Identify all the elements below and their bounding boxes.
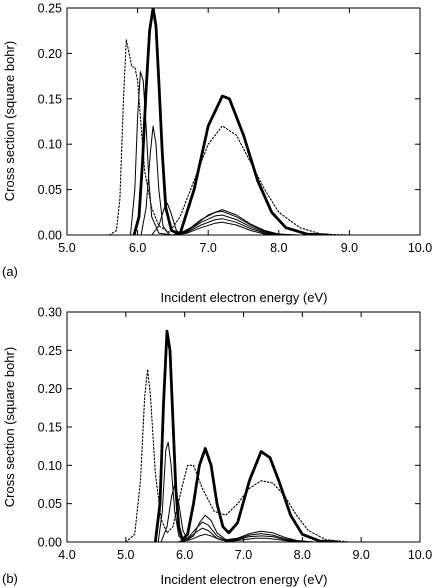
series-line-a-7: [172, 214, 287, 235]
series-line-a-1: [108, 39, 350, 235]
x-tick-label-b: 9.0: [352, 548, 369, 562]
series-line-b-1: [125, 368, 350, 542]
y-tick-label-b: 0.30: [38, 306, 62, 320]
series-line-b-4: [160, 484, 315, 542]
y-tick-label-a: 0.05: [38, 183, 62, 197]
plot-frame-b: [66, 311, 421, 543]
x-tick-label-b: 4.0: [58, 548, 75, 562]
plot-frame-a: [66, 7, 421, 236]
x-tick-label-a: 6.0: [129, 241, 146, 255]
y-tick-label-b: 0.10: [38, 459, 62, 473]
y-tick-label-b: 0.00: [38, 536, 62, 550]
y-axis-label-a: Cross section (square bohr): [2, 41, 17, 201]
x-tick-label-b: 6.0: [176, 548, 193, 562]
x-tick-label-a: 5.0: [58, 241, 75, 255]
series-line-a-8: [172, 218, 287, 235]
x-tick-label-a: 7.0: [200, 241, 217, 255]
x-tick-label-b: 5.0: [117, 548, 134, 562]
x-axis-label-b: Incident electron energy (eV): [161, 572, 328, 587]
y-tick-label-a: 0.15: [38, 92, 62, 106]
x-tick-label-b: 10.0: [408, 548, 432, 562]
y-tick-label-a: 0.25: [38, 2, 62, 16]
series-group-a: [108, 8, 350, 235]
y-tick-label-b: 0.05: [38, 497, 62, 511]
series-line-b-2: [153, 329, 339, 542]
chart-panel-b: 4.0 5.0 6.0 7.0 8.0 9.0 10.0 0.00 0.05 0.10 0.15 0.…: [2, 306, 432, 588]
y-tick-label-b: 0.20: [38, 382, 62, 396]
series-line-b-6: [178, 527, 303, 542]
panel-label-b: (b): [2, 571, 18, 586]
x-tick-label-a: 9.0: [341, 241, 358, 255]
series-line-a-2: [132, 8, 330, 235]
y-axis-label-b: Cross section (square bohr): [2, 347, 17, 507]
x-tick-label-b: 8.0: [294, 548, 311, 562]
series-line-b-3: [157, 441, 186, 542]
y-tick-label-a: 0.00: [38, 229, 62, 243]
y-tick-label-a: 0.10: [38, 138, 62, 152]
series-group-b: [125, 329, 350, 542]
chart-panel-a: 5.0 6.0 7.0 8.0 9.0 10.0 0.00 0.05 0.10 0.15 0.20 0…: [2, 2, 432, 306]
y-tick-label-b: 0.15: [38, 421, 62, 435]
y-tick-label-a: 0.20: [38, 47, 62, 61]
series-line-a-5: [151, 202, 301, 235]
series-line-a-3: [130, 71, 174, 235]
series-line-a-4: [140, 125, 170, 235]
y-tick-label-b: 0.25: [38, 344, 62, 358]
series-line-b-7: [178, 533, 297, 542]
series-line-a-9: [172, 221, 280, 235]
x-tick-label-a: 10.0: [408, 241, 432, 255]
x-tick-label-a: 8.0: [270, 241, 287, 255]
panel-label-a: (a): [2, 264, 18, 279]
x-tick-label-b: 7.0: [235, 548, 252, 562]
x-axis-label-a: Incident electron energy (eV): [161, 290, 328, 305]
